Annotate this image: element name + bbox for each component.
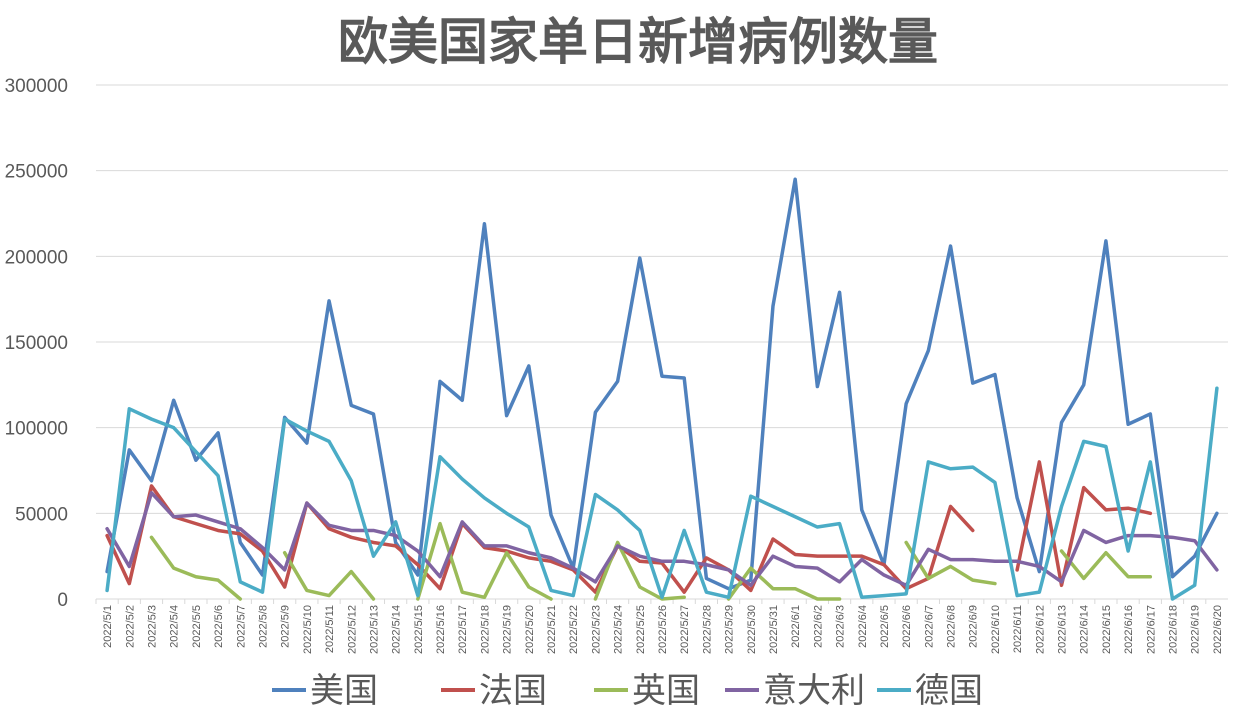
y-tick-label: 250000 [5,162,68,183]
x-tick-label: 2022/5/22 [568,605,580,654]
y-tick-label: 300000 [5,76,68,97]
y-tick-label: 100000 [5,419,68,440]
x-tick-label: 2022/5/11 [324,605,336,653]
x-tick-label: 2022/5/5 [191,605,203,648]
x-tick-label: 2022/6/13 [1057,605,1069,654]
x-tick-label: 2022/6/2 [812,605,824,648]
x-tick-label: 2022/6/20 [1212,605,1224,654]
x-tick-label: 2022/5/3 [146,605,158,648]
x-tick-label: 2022/5/2 [124,605,136,648]
legend-label: 英国 [632,671,700,711]
x-tick-label: 2022/6/5 [879,605,891,648]
x-tick-label: 2022/5/4 [169,605,181,648]
x-tick-label: 2022/5/6 [213,605,225,648]
series-line-3 [282,550,376,601]
legend-label: 法国 [479,671,547,711]
x-tick-label: 2022/6/15 [1101,605,1113,654]
x-tick-label: 2022/6/12 [1034,605,1046,654]
x-tick-label: 2022/5/31 [768,605,780,654]
x-tick-label: 2022/5/17 [457,605,469,654]
x-tick-label: 2022/5/12 [346,605,358,654]
x-tick-label: 2022/5/15 [413,605,425,654]
x-tick-label: 2022/5/24 [613,605,625,654]
x-tick-label: 2022/5/13 [368,605,380,654]
x-tick-label: 2022/5/23 [590,605,602,654]
x-tick-label: 2022/5/20 [524,605,536,654]
y-tick-label: 150000 [5,333,68,354]
x-tick-label: 2022/5/27 [679,605,691,654]
x-tick-label: 2022/5/30 [746,605,758,654]
x-tick-label: 2022/6/7 [923,605,935,648]
x-tick-label: 2022/6/6 [901,605,913,648]
legend-label: 德国 [915,671,983,711]
series-line-3 [149,535,243,601]
x-tick-label: 2022/5/10 [302,605,314,654]
x-tick-label: 2022/6/18 [1168,605,1180,654]
x-tick-label: 2022/6/8 [946,605,958,648]
x-tick-label: 2022/5/8 [257,605,269,648]
y-tick-label: 200000 [5,247,68,268]
x-tick-label: 2022/6/10 [990,605,1002,654]
x-tick-label: 2022/5/18 [479,605,491,654]
chart-title: 欧美国家单日新增病例数量 [338,12,938,71]
x-tick-label: 2022/6/17 [1145,605,1157,654]
x-tick-label: 2022/6/14 [1079,605,1091,654]
x-tick-label: 2022/5/25 [635,605,647,654]
x-tick-label: 2022/5/26 [657,605,669,654]
series-line-3 [726,566,842,601]
legend-label: 意大利 [763,671,865,711]
x-tick-label: 2022/5/14 [391,605,403,654]
x-tick-label: 2022/5/16 [435,605,447,654]
legend-label: 美国 [310,671,378,711]
x-tick-label: 2022/5/21 [546,605,558,654]
x-tick-label: 2022/6/11 [1012,605,1024,653]
y-tick-label: 0 [57,590,68,611]
x-tick-label: 2022/6/9 [968,605,980,648]
x-tick-label: 2022/5/9 [280,605,292,648]
y-tick-label: 50000 [15,504,68,525]
x-tick-label: 2022/6/19 [1190,605,1202,654]
x-tick-label: 2022/5/7 [235,605,247,648]
x-tick-label: 2022/5/1 [102,605,114,648]
x-tick-label: 2022/6/3 [835,605,847,648]
x-tick-label: 2022/6/16 [1123,605,1135,654]
x-tick-label: 2022/5/29 [724,605,736,654]
x-tick-label: 2022/5/28 [701,605,713,654]
x-tick-label: 2022/6/4 [857,605,869,648]
x-tick-label: 2022/6/1 [790,605,802,648]
x-tick-label: 2022/5/19 [502,605,514,654]
